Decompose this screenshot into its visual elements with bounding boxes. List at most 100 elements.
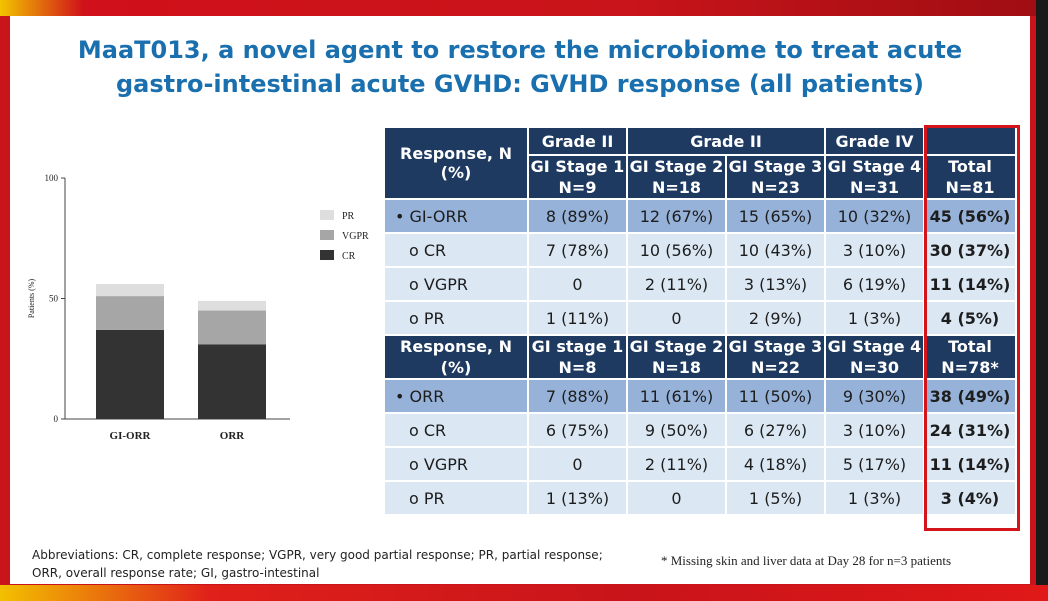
table-cell: 8 (89%) [527,198,628,234]
table-cell: 2 (9%) [725,300,826,336]
bar-segment [96,296,164,330]
header-grade-1: Grade II [527,126,628,156]
header2-stage-2: GI Stage 2 N=18 [626,334,727,380]
legend-label: PR [342,211,355,222]
table-cell: 10 (32%) [824,198,925,234]
table-cell: 6 (19%) [824,266,925,302]
total-cell: 3 (4%) [923,480,1017,516]
table-cell: 6 (75%) [527,412,628,448]
chart-svg: 0 50 100 Patients (%) GI-ORR ORR PR VGPR CR [27,173,369,442]
y-tick-label: 50 [49,294,59,304]
table-row: o VGPR 0 2 (11%) 3 (13%) 6 (19%) 11 (14%) [383,266,1017,302]
table-section-2: • ORR 7 (88%) 11 (61%) 11 (50%) 9 (30%) 38 (4… [383,378,1017,516]
legend-swatch [320,250,334,260]
table-cell: 0 [527,446,628,482]
header2-stage-4: GI Stage 4 N=30 [824,334,925,380]
table-row: o CR 7 (78%) 10 (56%) 10 (43%) 3 (10%) 30 (37… [383,232,1017,268]
header2-stage-1: GI stage 1 N=8 [527,334,628,380]
legend-swatch [320,230,334,240]
abbreviations-line2: ORR, overall response rate; GI, gastro-i… [32,566,320,580]
row-label: o VGPR [383,446,529,482]
slide: MaaT013, a novel agent to restore the mi… [10,16,1030,584]
table-cell: 3 (10%) [824,232,925,268]
table-cell: 3 (10%) [824,412,925,448]
table-cell: 4 (18%) [725,446,826,482]
table-cell: 0 [626,480,727,516]
header-grade-2: Grade II [626,126,826,156]
row-label: • GI-ORR [383,198,529,234]
header-stage-3: GI Stage 3 N=23 [725,154,826,200]
row-label: • ORR [383,378,529,414]
y-tick-label: 100 [45,173,59,183]
table-cell: 11 (50%) [725,378,826,414]
response-table: Response, N (%) Grade II Grade II Grade … [383,126,1017,516]
abbreviations: Abbreviations: CR, complete response; VG… [32,546,632,582]
bar-segment [198,344,266,419]
table-cell: 0 [626,300,727,336]
table-cell: 3 (13%) [725,266,826,302]
table-cell: 7 (78%) [527,232,628,268]
table-section-1: • GI-ORR 8 (89%) 12 (67%) 15 (65%) 10 (32%) 4… [383,198,1017,336]
stacked-bar-chart: 0 50 100 Patients (%) GI-ORR ORR PR VGPR CR [10,166,390,466]
table-row: o PR 1 (13%) 0 1 (5%) 1 (3%) 3 (4%) [383,480,1017,516]
table-cell: 1 (5%) [725,480,826,516]
table-row: • GI-ORR 8 (89%) 12 (67%) 15 (65%) 10 (32%) 4… [383,198,1017,234]
table-cell: 1 (3%) [824,480,925,516]
frame-bottom [0,585,1048,601]
slide-title-line1: MaaT013, a novel agent to restore the mi… [77,36,963,64]
table-cell: 10 (56%) [626,232,727,268]
table-row: o VGPR 0 2 (11%) 4 (18%) 5 (17%) 11 (14%) [383,446,1017,482]
bar-segment [198,310,266,345]
row-label: o CR [383,412,529,448]
header-stage-4: GI Stage 4 N=31 [824,154,925,200]
legend-label: VGPR [342,231,369,242]
table-cell: 2 (11%) [626,266,727,302]
bar-segment [198,300,266,311]
table-cell: 2 (11%) [626,446,727,482]
abbreviations-line1: Abbreviations: CR, complete response; VG… [32,548,603,562]
table-row: o CR 6 (75%) 9 (50%) 6 (27%) 3 (10%) 24 (31%) [383,412,1017,448]
table-row: • ORR 7 (88%) 11 (61%) 11 (50%) 9 (30%) 38 (4… [383,378,1017,414]
table-cell: 1 (13%) [527,480,628,516]
y-axis-label: Patients (%) [27,279,36,319]
bar-segment [96,284,164,297]
footnote: * Missing skin and liver data at Day 28 … [661,553,952,568]
table-cell: 10 (43%) [725,232,826,268]
header-response-label: Response, N (%) [383,126,529,200]
legend-swatch [320,210,334,220]
total-cell: 30 (37%) [923,232,1017,268]
total-cell: 38 (49%) [923,378,1017,414]
total-cell: 11 (14%) [923,266,1017,302]
row-label: o PR [383,300,529,336]
table-cell: 11 (61%) [626,378,727,414]
row-label: o PR [383,480,529,516]
table-cell: 9 (50%) [626,412,727,448]
table-cell: 0 [527,266,628,302]
table-cell: 12 (67%) [626,198,727,234]
table-cell: 1 (11%) [527,300,628,336]
table-cell: 7 (88%) [527,378,628,414]
x-tick-label: GI-ORR [110,430,152,442]
frame-right [1036,0,1048,601]
table-cell: 15 (65%) [725,198,826,234]
header-total: Total N=81 [923,154,1017,200]
header-response-label-2: Response, N (%) [383,334,529,380]
row-label: o VGPR [383,266,529,302]
total-cell: 11 (14%) [923,446,1017,482]
header-stage-1: GI Stage 1 N=9 [527,154,628,200]
table-cell: 5 (17%) [824,446,925,482]
row-label: o CR [383,232,529,268]
header2-total: Total N=78* [923,334,1017,380]
y-tick-label: 0 [54,414,59,424]
legend-label: CR [342,251,356,262]
header2-stage-3: GI Stage 3 N=22 [725,334,826,380]
total-cell: 4 (5%) [923,300,1017,336]
frame-top [0,0,1048,16]
total-cell: 24 (31%) [923,412,1017,448]
table-cell: 6 (27%) [725,412,826,448]
bar-segment [96,329,164,419]
total-cell: 45 (56%) [923,198,1017,234]
slide-title-line2: gastro-intestinal acute GVHD: GVHD respo… [115,70,925,98]
header-grade-3: Grade IV [824,126,925,156]
table-cell: 9 (30%) [824,378,925,414]
